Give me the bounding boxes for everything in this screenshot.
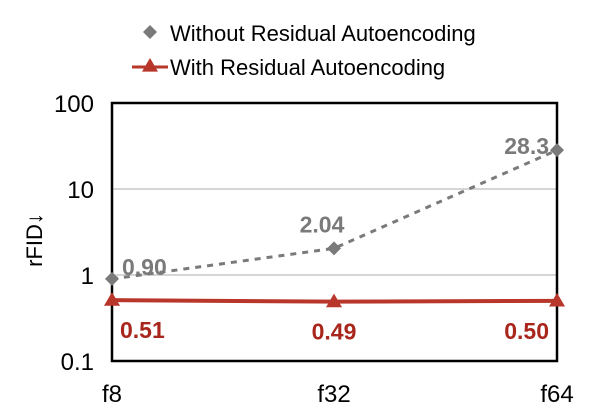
- data-point-1-1: [326, 293, 342, 308]
- gridlines: [112, 188, 557, 276]
- legend-marker-1: [142, 58, 158, 72]
- y-tick-label-0: 0.1: [61, 349, 94, 376]
- data-label-0-1: 2.04: [300, 211, 345, 237]
- y-axis-label: rFID↓: [22, 213, 47, 267]
- data-label-0-0: 0.90: [122, 254, 167, 280]
- data-labels-layer: 0.90 2.04 28.3 0.51 0.49 0.50: [120, 133, 549, 344]
- legend-label-1: With Residual Autoencoding: [170, 55, 445, 80]
- x-tick-label-2: f64: [540, 381, 573, 408]
- y-tick-label-1: 1: [81, 263, 94, 290]
- data-point-0-1: [327, 241, 341, 256]
- data-point-0-0: [105, 271, 119, 286]
- y-tick-label-2: 10: [67, 177, 94, 204]
- series-layer: [104, 143, 565, 308]
- data-label-1-2: 0.50: [504, 318, 549, 344]
- series-line-0: [111, 148, 558, 281]
- data-point-0-2: [550, 143, 564, 158]
- plot-frame: [110, 101, 559, 363]
- data-point-1-0: [104, 292, 120, 306]
- legend-marker-0: [143, 25, 157, 39]
- y-tick-label-3: 100: [54, 91, 94, 118]
- data-label-1-0: 0.51: [120, 317, 165, 343]
- x-tick-label-0: f8: [102, 381, 122, 408]
- data-label-1-1: 0.49: [312, 319, 357, 345]
- data-point-1-2: [549, 292, 565, 307]
- legend: Without Residual Autoencoding With Residu…: [132, 21, 476, 80]
- axes: 0.1 1 10 100 f8 f32 f64 rFID↓: [22, 91, 574, 408]
- data-label-0-2: 28.3: [504, 133, 549, 159]
- x-tick-label-1: f32: [317, 381, 350, 408]
- legend-label-0: Without Residual Autoencoding: [170, 21, 476, 46]
